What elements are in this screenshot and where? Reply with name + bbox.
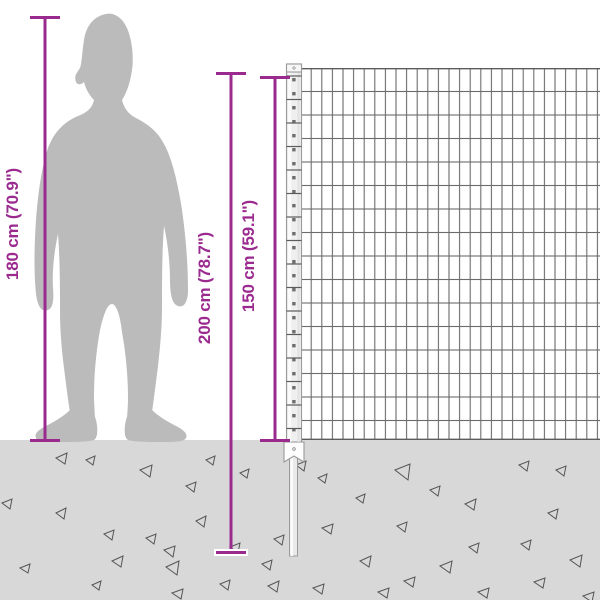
- dimension-fence-panel-height: [253, 76, 297, 442]
- dimension-label-200cm: 200 cm (78.7"): [195, 232, 214, 345]
- dimension-cap-bottom: [260, 439, 290, 442]
- fence-mesh-panel: [290, 68, 600, 440]
- ground-gravel-texture: [0, 452, 595, 600]
- dimension-stem: [229, 72, 233, 554]
- dimension-label-150cm: 150 cm (59.1"): [239, 200, 258, 313]
- dimension-stem: [273, 76, 277, 442]
- post-mounting-slots: [292, 78, 296, 432]
- ground-surface: [0, 440, 600, 600]
- person-silhouette: [34, 13, 188, 442]
- dimension-label-180cm: 180 cm (70.9"): [3, 168, 22, 281]
- dimension-cap-bottom: [216, 551, 246, 554]
- dimension-cap-bottom: [30, 439, 60, 442]
- dimension-person-height: [23, 16, 67, 442]
- dimension-post-total-length: [209, 72, 253, 554]
- dimension-stem: [43, 16, 47, 442]
